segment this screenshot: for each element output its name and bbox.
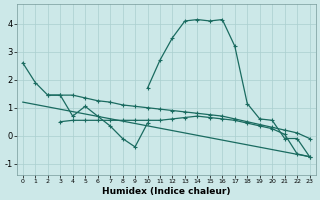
X-axis label: Humidex (Indice chaleur): Humidex (Indice chaleur) xyxy=(102,187,230,196)
